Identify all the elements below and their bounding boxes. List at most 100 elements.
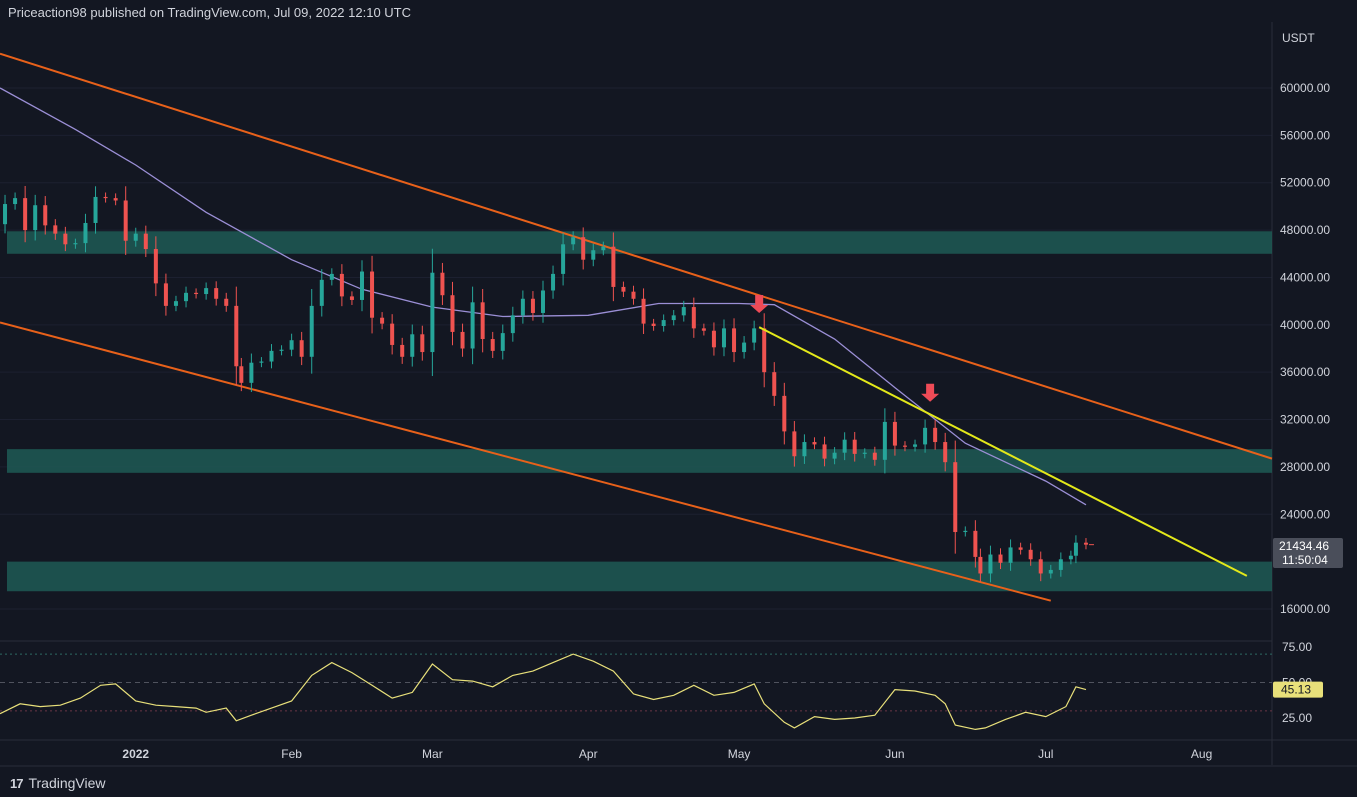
candle — [359, 260, 364, 312]
date-tick-label: Jul — [1038, 747, 1053, 761]
candle-body — [933, 427, 938, 443]
candle — [83, 213, 88, 253]
candle-body — [978, 556, 983, 574]
candle-body — [349, 296, 354, 300]
candle-body — [520, 298, 525, 316]
candle — [103, 192, 108, 203]
candle-body — [309, 305, 314, 357]
candle-body — [400, 344, 405, 357]
support-zone-2 — [7, 449, 1272, 473]
candle-body — [998, 554, 1003, 563]
candle-body — [772, 372, 777, 396]
candle — [892, 411, 897, 456]
candle-body — [153, 249, 158, 284]
candle — [882, 408, 887, 474]
candle-body — [852, 439, 857, 454]
candle — [872, 446, 877, 466]
candle — [1038, 551, 1043, 582]
candle-body — [370, 271, 375, 318]
candle — [1028, 543, 1033, 566]
date-tick-label: Aug — [1191, 747, 1212, 761]
candle-body — [872, 452, 877, 460]
candle-body — [143, 233, 148, 250]
candle — [13, 192, 18, 210]
candle-body — [973, 530, 978, 557]
candle-body — [601, 246, 606, 251]
candle — [370, 255, 375, 334]
candle-body — [540, 290, 545, 313]
arrows-layer — [750, 294, 940, 402]
candle-body — [943, 442, 948, 463]
candle-body — [269, 350, 274, 362]
candle-body — [163, 283, 168, 306]
candle-body — [591, 250, 596, 260]
candle — [551, 265, 556, 299]
candle — [123, 186, 128, 255]
candle — [832, 447, 837, 465]
candle — [1058, 552, 1063, 577]
candle-body — [953, 462, 958, 533]
candle-body — [510, 315, 515, 334]
candle-body — [390, 323, 395, 345]
candle-body — [3, 204, 8, 225]
candle — [490, 331, 495, 358]
candle-body — [430, 272, 435, 353]
candle-body — [913, 444, 918, 447]
candle — [380, 312, 385, 330]
candle-body — [832, 452, 837, 459]
price-tick-label: 40000.00 — [1280, 318, 1330, 332]
tradingview-logo-icon: 17 — [10, 775, 24, 791]
candle — [259, 357, 264, 368]
candle — [842, 432, 847, 461]
candle — [621, 281, 626, 297]
date-tick-label: Mar — [422, 747, 443, 761]
candle-body — [551, 273, 556, 291]
rsi-last-badge — [1273, 681, 1323, 698]
candle — [933, 420, 938, 450]
candle — [530, 291, 535, 321]
candle-body — [420, 334, 425, 353]
candle-body — [721, 328, 726, 348]
candle-body — [13, 198, 18, 205]
candle — [234, 286, 239, 386]
candle-body — [752, 328, 757, 343]
candle — [1068, 550, 1073, 565]
candle-body — [204, 288, 209, 295]
candle — [390, 314, 395, 355]
candle — [671, 310, 676, 326]
candle-body — [359, 271, 364, 300]
candle-body — [691, 307, 696, 329]
candle-body — [83, 222, 88, 244]
candle-body — [480, 302, 485, 340]
tradingview-logo[interactable]: 17 TradingView — [10, 775, 106, 791]
candle-body — [440, 272, 445, 296]
candle-body — [571, 237, 576, 245]
candle-body — [762, 328, 767, 373]
candle — [470, 286, 475, 365]
candle — [641, 288, 646, 334]
candle — [943, 432, 948, 472]
candle-body — [53, 225, 58, 234]
date-tick-label: May — [728, 747, 751, 761]
candle — [400, 337, 405, 364]
support-zones — [7, 231, 1272, 592]
candle — [63, 226, 68, 252]
last-price-label: 21434.46 — [1279, 539, 1329, 553]
candle — [153, 236, 158, 297]
candle — [53, 219, 58, 240]
candle-body — [561, 244, 566, 274]
candle-body — [259, 361, 264, 363]
candle-body — [988, 554, 993, 574]
candle — [978, 548, 983, 582]
candle-body — [43, 205, 48, 226]
candle — [329, 268, 334, 286]
candle-body — [63, 233, 68, 245]
publisher-header: Priceaction98 published on TradingView.c… — [8, 5, 412, 20]
down-arrow-2-icon — [921, 383, 940, 402]
candle-body — [1008, 547, 1013, 563]
candle — [611, 232, 616, 302]
date-tick-label: Feb — [281, 747, 302, 761]
candle — [410, 324, 415, 367]
channel-lower-line — [0, 321, 1052, 602]
